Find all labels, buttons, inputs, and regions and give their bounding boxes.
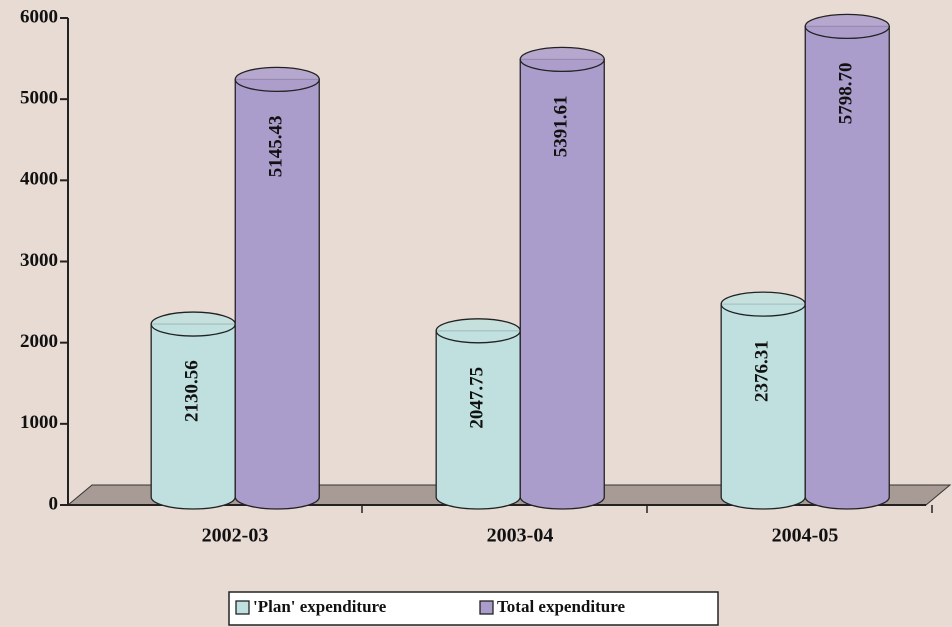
value-label: 5798.70 [836, 62, 857, 124]
y-tick-label: 6000 [20, 6, 58, 27]
y-tick-label: 1000 [20, 412, 58, 433]
y-tick-label: 5000 [20, 88, 58, 109]
cylinder [150, 323, 236, 510]
value-label: 2047.75 [467, 367, 488, 429]
legend [228, 591, 719, 626]
value-label: 5145.43 [266, 115, 287, 177]
value-label: 2376.31 [752, 340, 773, 402]
value-label: 5391.61 [551, 96, 572, 158]
y-tick-label: 0 [49, 493, 59, 514]
legend-swatch [235, 600, 250, 615]
cylinder [519, 58, 605, 510]
y-tick-label: 4000 [20, 169, 58, 190]
y-tick-label: 2000 [20, 331, 58, 352]
cylinder-top [150, 311, 236, 337]
x-tick-label: 2002-03 [202, 525, 269, 547]
cylinder-top [720, 291, 806, 317]
cylinder-top [804, 13, 890, 39]
cylinder [435, 330, 521, 510]
x-tick-label: 2003-04 [487, 525, 554, 547]
cylinder-top [435, 318, 521, 344]
y-tick-label: 3000 [20, 250, 58, 271]
value-label: 2130.56 [182, 360, 203, 422]
cylinder [804, 25, 890, 510]
cylinder-top [234, 66, 320, 93]
cylinder [234, 78, 320, 510]
cylinder [720, 303, 806, 510]
legend-label: 'Plan' expenditure [253, 597, 387, 616]
legend-swatch [479, 600, 494, 615]
x-tick-label: 2004-05 [772, 525, 839, 547]
cylinder-top [519, 46, 605, 73]
legend-label: Total expenditure [497, 597, 625, 616]
